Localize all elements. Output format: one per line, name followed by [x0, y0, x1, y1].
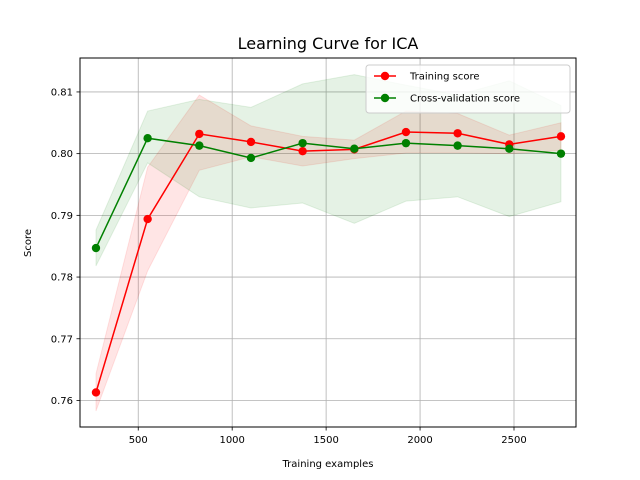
y-tick-label: 0.78: [51, 273, 73, 284]
legend-label-cross-validation: Cross-validation score: [410, 94, 520, 105]
x-tick-label: 500: [129, 435, 148, 446]
y-tick-label: 0.76: [51, 396, 73, 407]
legend-box: [365, 64, 571, 114]
training-score-line: [95, 131, 562, 393]
series-lines: [95, 131, 562, 393]
cross-validation-score-point: [505, 144, 514, 153]
plot-frame: [79, 57, 577, 428]
training-score-point: [91, 388, 101, 397]
training-score-point: [143, 214, 152, 224]
grid: [80, 58, 576, 427]
chart-title: Learning Curve for ICA: [238, 34, 419, 53]
cross-validation-score-point: [298, 138, 307, 148]
training-score-point: [453, 129, 462, 138]
x-tick-label: 1000: [219, 435, 244, 446]
x-tick-label: 2000: [407, 435, 432, 446]
cross-validation-score-point: [91, 243, 101, 253]
cross-validation-score-line: [95, 137, 562, 249]
x-tick-label: 2500: [501, 435, 526, 446]
y-tick-label: 0.77: [51, 334, 73, 345]
y-axis-label: Score: [23, 229, 34, 257]
cross-validation-score-band: [95, 74, 562, 267]
legend-marker-training: [380, 71, 390, 81]
cross-validation-score-point: [453, 141, 462, 150]
y-axis-ticks: 0.76 0.77 0.78 0.79 0.80 0.81: [51, 87, 80, 407]
training-score-point: [556, 132, 566, 141]
cross-validation-score-point: [556, 149, 566, 158]
y-tick-label: 0.81: [51, 87, 73, 98]
y-tick-label: 0.79: [51, 211, 73, 222]
training-score-point: [246, 137, 256, 147]
legend-marker-cross-validation: [380, 93, 390, 103]
cross-validation-score-point: [246, 153, 256, 163]
x-tick-label: 1500: [313, 435, 338, 446]
cross-validation-score-point: [350, 144, 359, 153]
cross-validation-score-point: [401, 138, 411, 148]
x-axis-label: Training examples: [282, 459, 374, 470]
training-score-point: [401, 127, 411, 137]
y-tick-label: 0.80: [51, 149, 73, 160]
legend: Training score Cross-validation score: [365, 64, 571, 114]
series-points: [91, 127, 566, 397]
cross-validation-score-point: [195, 141, 204, 150]
confidence-bands: [95, 74, 562, 412]
training-score-point: [298, 146, 307, 156]
cross-validation-score-point: [143, 134, 152, 143]
training-score-point: [195, 129, 204, 139]
legend-label-training: Training score: [409, 72, 480, 83]
x-axis-ticks: 500 1000 1500 2000 2500: [129, 427, 527, 446]
